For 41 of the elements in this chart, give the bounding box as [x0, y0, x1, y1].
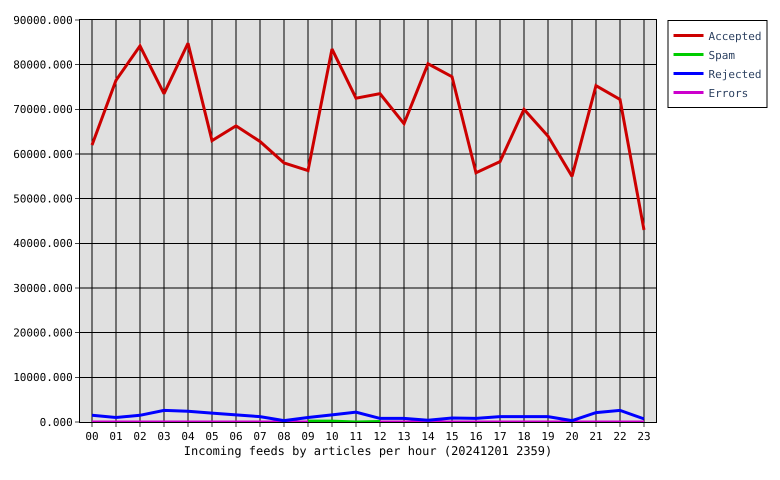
x-tick-label: 02	[133, 430, 147, 444]
y-tick-label: 30000.000	[13, 282, 73, 295]
x-axis-title: Incoming feeds by articles per hour (20241201 2359)	[184, 444, 552, 458]
y-tick-label: 0.000	[40, 416, 73, 429]
line-series	[90, 42, 646, 232]
legend-label: Rejected	[708, 68, 762, 81]
legend-label: Spam	[708, 48, 736, 62]
x-tick-label: 19	[541, 430, 555, 444]
y-tick-label: 40000.000	[13, 237, 73, 250]
legend-label: Errors	[708, 86, 748, 100]
y-tick-label: 50000.000	[13, 192, 73, 206]
x-tick-label: 22	[613, 430, 627, 444]
x-tick-label: 05	[205, 430, 219, 444]
x-tick-label: 20	[565, 430, 579, 444]
x-tick-label: 16	[469, 430, 483, 444]
y-tick-label: 90000.000	[13, 14, 73, 27]
x-tick-label: 06	[229, 430, 243, 444]
x-tick-label: 15	[445, 430, 459, 444]
x-tick-label: 08	[277, 430, 291, 444]
x-tick-label: 04	[181, 430, 195, 444]
x-tick-label: 14	[421, 430, 435, 444]
x-tick-label: 03	[157, 430, 171, 444]
y-tick-label: 80000.000	[13, 58, 73, 72]
x-tick-label: 07	[253, 430, 267, 444]
x-tick-label: 10	[325, 430, 339, 444]
y-tick-label: 60000.000	[13, 148, 73, 161]
x-tick-label: 18	[517, 430, 531, 444]
x-tick-label: 11	[349, 430, 363, 444]
legend-label: Accepted	[708, 30, 762, 43]
x-tick-label: 23	[637, 430, 651, 444]
x-tick-label: 13	[397, 430, 411, 444]
line-series	[90, 408, 646, 422]
x-tick-label: 00	[85, 430, 99, 444]
x-tick-label: 09	[301, 430, 315, 444]
x-tick-label: 17	[493, 430, 507, 444]
y-tick-label: 10000.000	[13, 371, 73, 384]
x-tick-label: 12	[373, 430, 387, 444]
y-tick-label: 70000.000	[13, 103, 73, 116]
x-tick-label: 01	[109, 430, 123, 444]
x-tick-label: 21	[589, 430, 603, 444]
y-tick-label: 20000.000	[13, 326, 73, 340]
